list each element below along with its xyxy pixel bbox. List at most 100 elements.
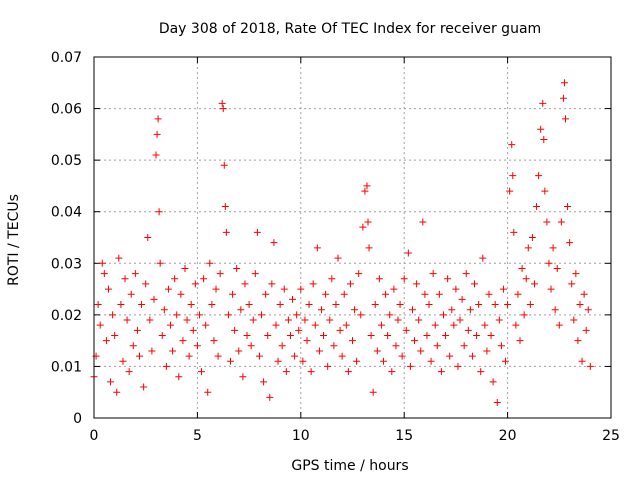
data-point [526,301,534,309]
data-point [324,362,332,370]
data-point [255,352,263,360]
data-point [516,337,524,345]
data-point [231,326,239,334]
data-point [109,311,117,319]
data-point [171,275,179,283]
data-point [557,218,565,226]
data-point [380,357,388,365]
x-axis-label: GPS time / hours [291,458,408,474]
data-point [522,275,530,283]
data-point [359,223,367,231]
data-point [539,99,547,107]
data-point [568,280,576,288]
data-point [338,352,346,360]
data-point [305,301,313,309]
data-point [131,270,139,278]
data-point [204,388,212,396]
data-point [555,321,563,329]
data-point [212,285,220,293]
data-point [373,347,381,355]
data-point [221,203,229,211]
data-point [125,368,133,376]
data-point [361,187,369,195]
data-point [276,301,284,309]
data-point [363,182,371,190]
data-point [177,290,185,298]
data-point [586,362,594,370]
data-point [450,321,458,329]
data-point [537,125,545,133]
data-point [303,337,311,345]
data-point [229,290,237,298]
data-point [582,326,590,334]
data-point [158,331,166,339]
data-point [214,352,222,360]
data-point [208,301,216,309]
y-tick-label: 0.02 [51,308,82,324]
data-point [460,342,468,350]
data-point [148,347,156,355]
data-point [497,342,505,350]
data-point [129,342,137,350]
data-point [427,357,435,365]
x-tick-label: 5 [193,428,202,444]
data-point [371,301,379,309]
data-point [535,172,543,180]
data-point [117,301,125,309]
data-point [297,285,305,293]
y-tick-label: 0.03 [51,256,82,272]
data-point [185,352,193,360]
data-point [241,280,249,288]
data-point [566,239,574,247]
data-point [123,316,131,324]
data-point [189,326,197,334]
x-tick-label: 0 [90,428,99,444]
data-point [560,79,568,87]
data-point [475,301,483,309]
data-point [504,301,512,309]
data-point [353,357,361,365]
y-tick-label: 0.05 [51,153,82,169]
data-point [508,141,516,149]
data-point [146,316,154,324]
data-point [289,295,297,303]
data-point [421,290,429,298]
data-point [258,311,266,319]
data-point [247,342,255,350]
data-point [551,306,559,314]
data-point [442,331,450,339]
data-point [483,347,491,355]
data-point [394,316,402,324]
data-point [113,388,121,396]
data-point [576,301,584,309]
data-point [195,311,203,319]
data-point [429,270,437,278]
data-point [317,306,325,314]
data-point [404,249,412,257]
data-point [510,228,518,236]
data-point [419,218,427,226]
data-point [332,301,340,309]
data-point [226,357,234,365]
data-point [220,161,228,169]
data-point [400,275,408,283]
data-point [198,368,206,376]
data-point [282,368,290,376]
data-point [219,105,227,113]
data-point [540,136,548,144]
data-point [506,187,514,195]
data-point [216,270,224,278]
data-point [456,316,464,324]
x-tick-label: 25 [602,428,620,444]
data-point [572,270,580,278]
data-point [402,326,410,334]
data-point [268,280,276,288]
data-point [462,270,470,278]
data-point [473,331,481,339]
data-point [142,280,150,288]
data-point [545,259,553,267]
data-point [127,290,135,298]
data-point [375,275,383,283]
data-point [574,337,582,345]
data-point [210,337,218,345]
